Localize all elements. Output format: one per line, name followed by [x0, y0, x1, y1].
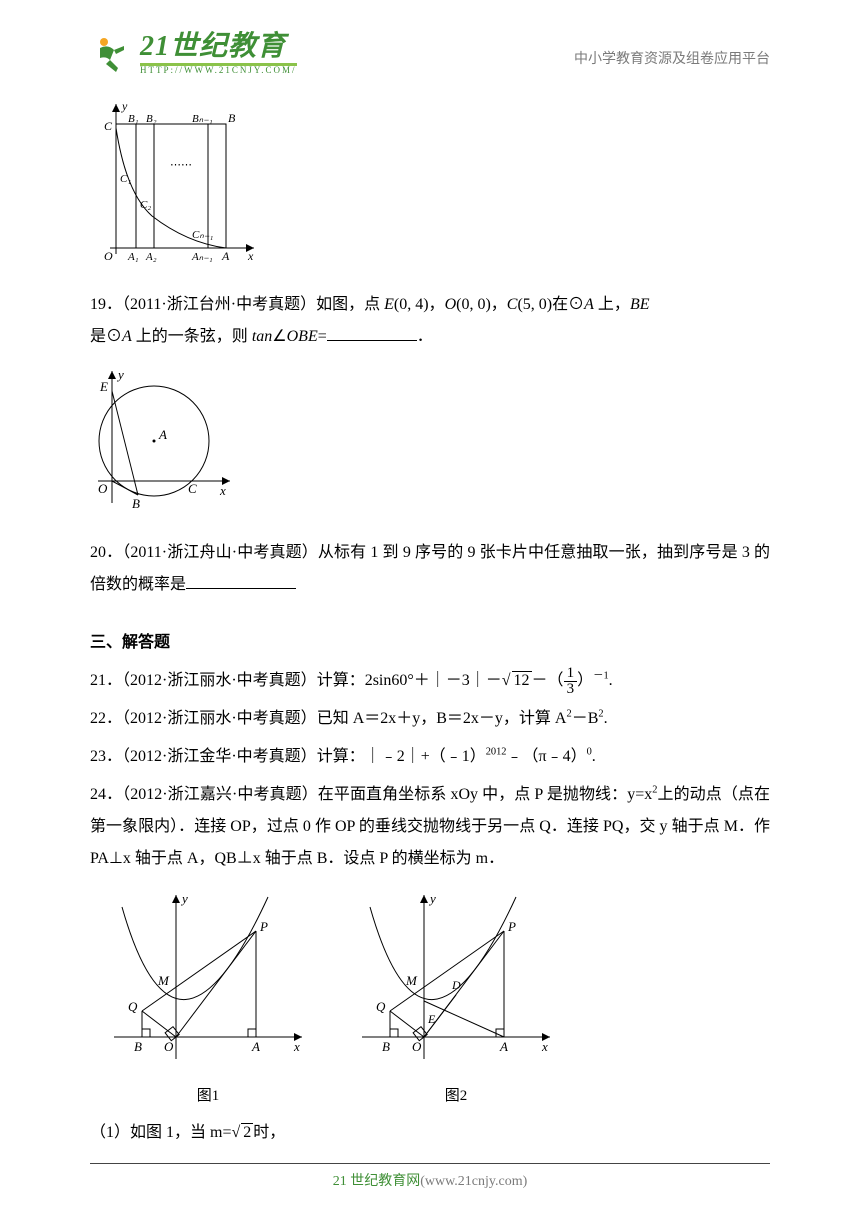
- logo-runner-icon: [90, 32, 134, 76]
- svg-text:x: x: [247, 249, 254, 263]
- svg-text:M: M: [405, 973, 418, 988]
- svg-text:C₂: C₂: [140, 199, 151, 211]
- problem-number: 24．: [90, 786, 122, 803]
- svg-text:B₂: B₂: [146, 113, 157, 125]
- problem-number: 23．: [90, 748, 122, 765]
- svg-text:x: x: [219, 483, 226, 498]
- figure-parabola-pair: y x O A B P Q M 图1: [108, 887, 770, 1111]
- header-subtitle: 中小学教育资源及组卷应用平台: [574, 32, 770, 68]
- problem-24: 24．（2012·浙江嘉兴·中考真题）在平面直角坐标系 xOy 中，点 P 是抛…: [90, 779, 770, 875]
- svg-text:y: y: [116, 367, 124, 382]
- svg-text:B: B: [132, 496, 140, 511]
- svg-text:E: E: [99, 379, 108, 394]
- problem-23: 23．（2012·浙江金华·中考真题）计算：｜﹣2｜+（﹣1）2012﹣（π﹣4…: [90, 741, 770, 773]
- problem-number: 20．: [90, 544, 122, 561]
- svg-text:B: B: [382, 1039, 390, 1054]
- problem-22: 22．（2012·浙江丽水·中考真题）已知 A＝2x＋y，B＝2x－y，计算 A…: [90, 703, 770, 735]
- footer-site-name: 21 世纪教育网: [333, 1174, 421, 1189]
- blank-input[interactable]: [327, 325, 417, 341]
- svg-text:O: O: [164, 1039, 174, 1054]
- figure-label: 图1: [108, 1081, 308, 1111]
- svg-text:P: P: [507, 919, 516, 934]
- svg-text:O: O: [412, 1039, 422, 1054]
- svg-text:y: y: [121, 99, 128, 113]
- svg-text:D: D: [451, 978, 461, 992]
- problem-source: （2011·浙江舟山·中考真题）: [122, 544, 318, 561]
- svg-text:x: x: [293, 1039, 300, 1054]
- problem-source: （2011·浙江台州·中考真题）: [122, 296, 316, 313]
- svg-text:Cₙ₋₁: Cₙ₋₁: [192, 229, 214, 241]
- svg-text:O: O: [104, 249, 113, 263]
- figure-label: 图2: [356, 1081, 556, 1111]
- problem-source: （2012·浙江嘉兴·中考真题）: [122, 786, 318, 803]
- page-header: 21世纪教育 HTTP://WWW.21CNJY.COM/ 中小学教育资源及组卷…: [0, 0, 860, 84]
- problem-source: （2012·浙江金华·中考真题）: [122, 748, 317, 765]
- svg-text:P: P: [259, 919, 268, 934]
- footer-url: (www.21cnjy.com): [420, 1174, 527, 1189]
- svg-text:A₂: A₂: [145, 251, 157, 263]
- svg-text:Aₙ₋₁: Aₙ₋₁: [191, 251, 213, 263]
- problem-number: 19．: [90, 296, 122, 313]
- svg-text:O: O: [98, 481, 108, 496]
- svg-text:C: C: [188, 481, 197, 496]
- fraction: 13: [564, 666, 578, 697]
- svg-text:A₁: A₁: [127, 251, 139, 263]
- svg-text:Q: Q: [128, 999, 138, 1014]
- svg-text:A: A: [221, 249, 230, 263]
- blank-input[interactable]: [186, 573, 296, 589]
- svg-text:A: A: [158, 427, 167, 442]
- content-body: C B₁ B₂ Bₙ₋₁ B C₁ C₂ Cₙ₋₁ ⋯⋯ O A₁ A₂ Aₙ₋…: [0, 84, 860, 1149]
- figure-2: y x O A B P Q M D E 图2: [356, 887, 556, 1111]
- svg-text:C₁: C₁: [120, 173, 131, 185]
- problem-source: （2012·浙江丽水·中考真题）: [122, 672, 317, 689]
- svg-text:Q: Q: [376, 999, 386, 1014]
- svg-text:B: B: [134, 1039, 142, 1054]
- logo-title: 21世纪教育: [140, 32, 297, 61]
- figure-circle: E A O B C x y: [92, 363, 770, 523]
- svg-text:E: E: [427, 1012, 436, 1026]
- svg-text:M: M: [157, 973, 170, 988]
- logo-url: HTTP://WWW.21CNJY.COM/: [140, 66, 297, 75]
- svg-text:y: y: [428, 891, 436, 906]
- svg-text:Bₙ₋₁: Bₙ₋₁: [192, 113, 213, 125]
- problem-19: 19．（2011·浙江台州·中考真题）如图，点 E(0, 4)，O(0, 0)，…: [90, 289, 770, 353]
- svg-text:B: B: [228, 111, 236, 125]
- problem-number: 21．: [90, 672, 122, 689]
- svg-text:B₁: B₁: [128, 113, 139, 125]
- problem-number: 22．: [90, 710, 122, 727]
- problem-24-sub1: （1）如图 1，当 m=√2时，: [90, 1117, 770, 1149]
- section-heading: 三、解答题: [90, 627, 770, 659]
- svg-text:C: C: [104, 119, 113, 133]
- logo: 21世纪教育 HTTP://WWW.21CNJY.COM/: [90, 32, 297, 76]
- svg-text:x: x: [541, 1039, 548, 1054]
- problem-20: 20．（2011·浙江舟山·中考真题）从标有 1 到 9 序号的 9 张卡片中任…: [90, 537, 770, 601]
- figure-1: y x O A B P Q M 图1: [108, 887, 308, 1111]
- problem-21: 21．（2012·浙江丽水·中考真题）计算：2sin60°＋｜－3｜－√12－（…: [90, 665, 770, 697]
- svg-text:A: A: [499, 1039, 508, 1054]
- figure-rect-curve: C B₁ B₂ Bₙ₋₁ B C₁ C₂ Cₙ₋₁ ⋯⋯ O A₁ A₂ Aₙ₋…: [92, 98, 770, 275]
- problem-source: （2012·浙江丽水·中考真题）: [122, 710, 317, 727]
- svg-text:y: y: [180, 891, 188, 906]
- svg-text:⋯⋯: ⋯⋯: [170, 159, 192, 171]
- svg-text:A: A: [251, 1039, 260, 1054]
- page-footer: 21 世纪教育网(www.21cnjy.com): [90, 1163, 770, 1190]
